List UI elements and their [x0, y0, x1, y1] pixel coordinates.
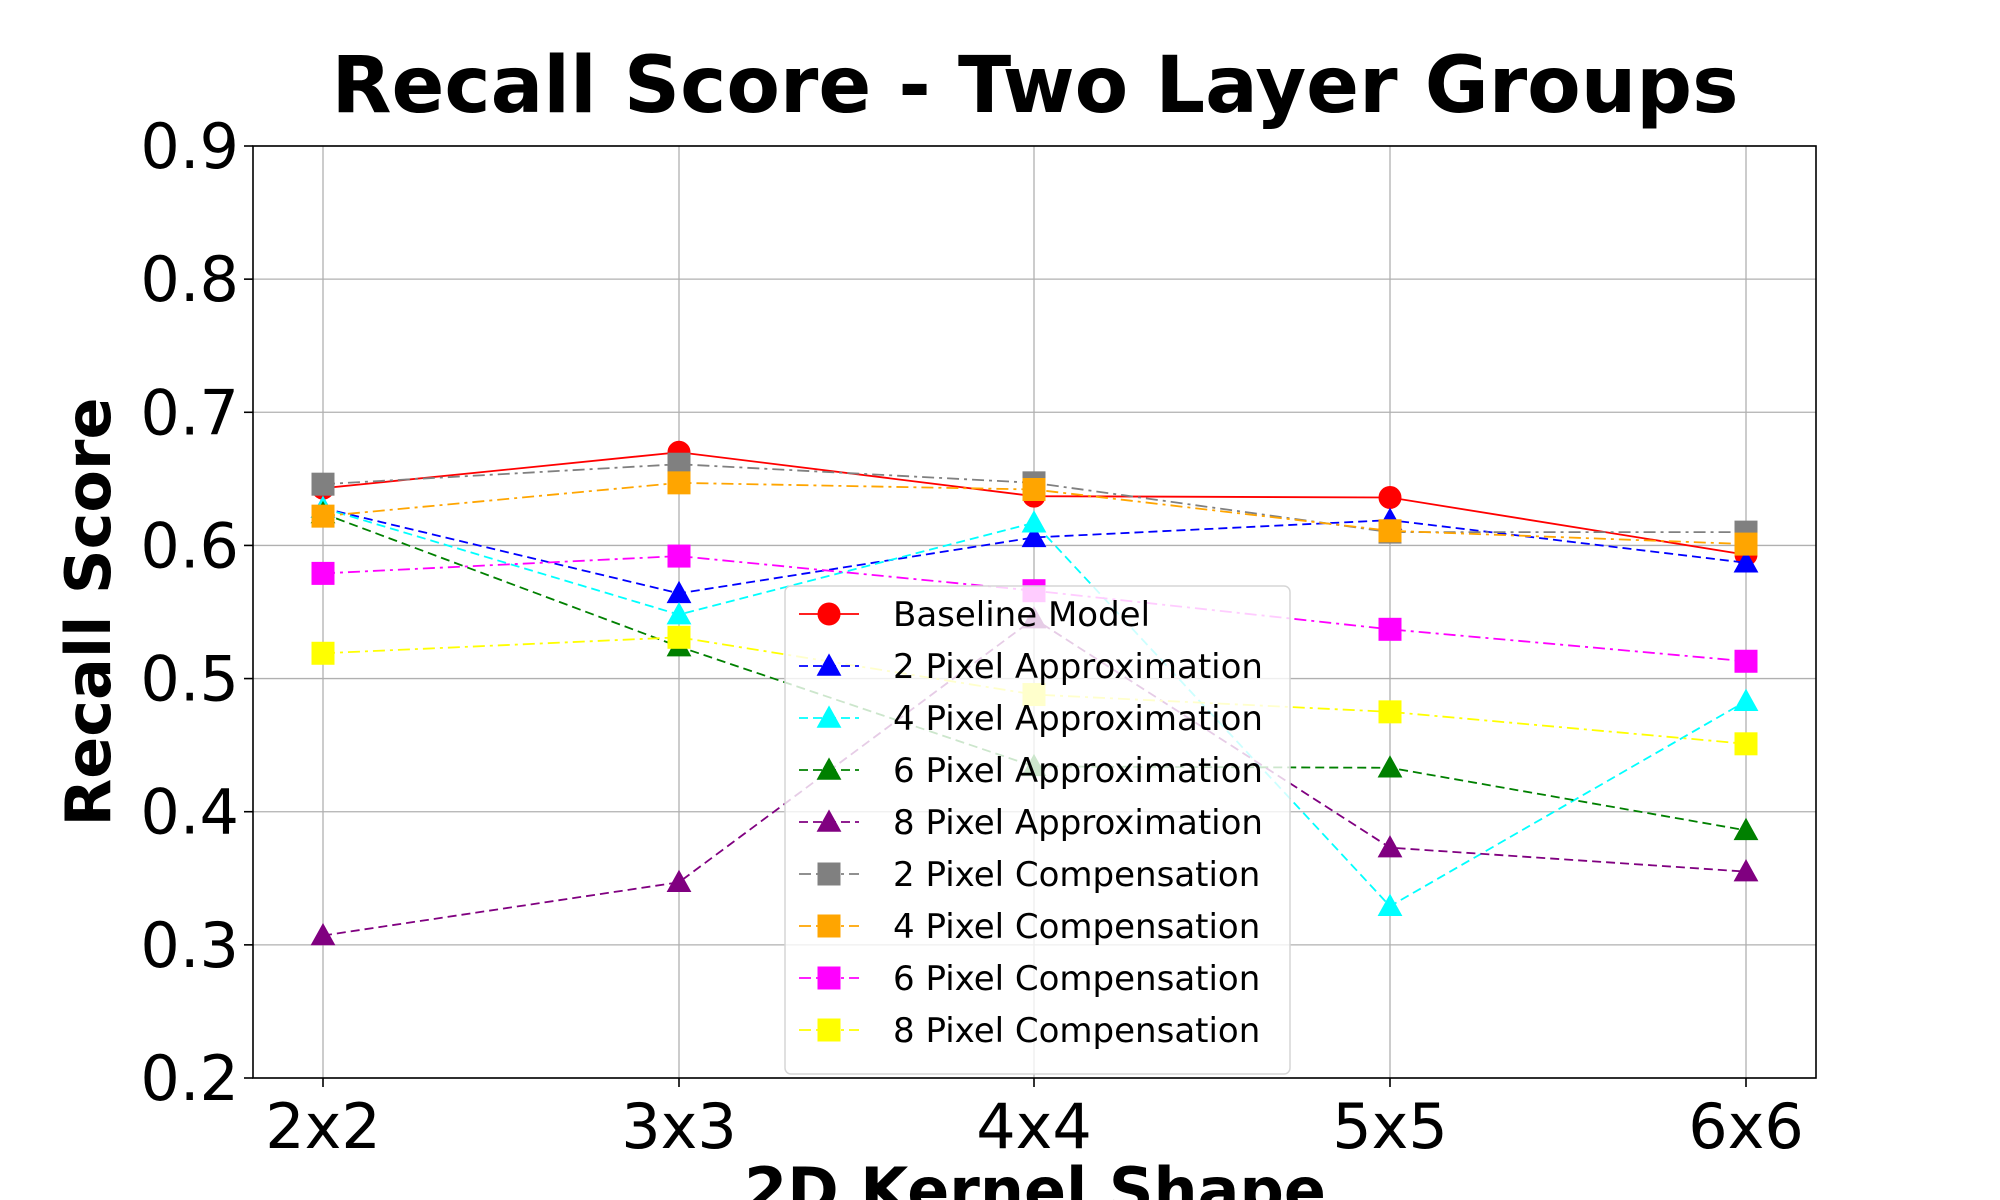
y-tick-label-2: 0.4 [140, 776, 239, 849]
legend-label-2: 4 Pixel Approximation [893, 699, 1263, 739]
legend-entry-6: 4 Pixel Compensation [799, 907, 1260, 947]
data-point-4-3 [1377, 835, 1403, 858]
data-point-1-2 [1021, 524, 1047, 548]
x-axis-label: 2D Kernel Shape [744, 1154, 1326, 1200]
data-point-6-1 [667, 471, 691, 495]
legend-marker-3 [816, 757, 842, 780]
y-tick-label-1: 0.3 [140, 909, 239, 982]
legend-entry-1: 2 Pixel Approximation [799, 647, 1263, 687]
data-point-6-0 [311, 504, 335, 528]
data-point-2-1 [666, 602, 692, 625]
legend-marker-2 [816, 705, 842, 728]
legend-marker-5 [817, 862, 841, 886]
data-point-8-1 [667, 625, 691, 649]
data-point-6-3 [1378, 519, 1402, 543]
y-axis-label: Recall Score [52, 397, 125, 826]
y-tick-label-5: 0.7 [140, 376, 239, 449]
legend-label-7: 6 Pixel Compensation [893, 959, 1260, 999]
legend-label-5: 2 Pixel Compensation [893, 855, 1260, 895]
legend-marker-7 [817, 966, 841, 990]
data-point-6-2 [1022, 478, 1046, 502]
legend-label-6: 4 Pixel Compensation [893, 907, 1260, 947]
data-point-4-1 [666, 869, 692, 893]
x-tick-label-2: 4x4 [976, 1090, 1092, 1163]
data-point-7-4 [1734, 649, 1758, 673]
data-point-6-4 [1734, 532, 1758, 556]
legend-entry-0: Baseline Model [799, 595, 1150, 635]
y-tick-label-4: 0.6 [140, 509, 239, 582]
legend-entry-3: 6 Pixel Approximation [799, 751, 1263, 791]
y-tick-label-6: 0.8 [140, 243, 239, 316]
legend-box [784, 585, 1291, 1075]
legend: Baseline Model 2 Pixel Approximation 4 Pix… [784, 585, 1291, 1075]
data-point-3-4 [1733, 817, 1759, 841]
x-tick-label-1: 3x3 [621, 1090, 737, 1163]
chart-title: Recall Score - Two Layer Groups [331, 41, 1738, 131]
data-point-2-4 [1733, 688, 1759, 711]
y-tick-label-7: 0.9 [140, 110, 239, 183]
data-point-8-4 [1734, 732, 1758, 756]
y-tick-label-0: 0.2 [140, 1042, 239, 1115]
data-point-7-3 [1378, 617, 1402, 641]
legend-label-0: Baseline Model [893, 595, 1150, 635]
legend-label-4: 8 Pixel Approximation [893, 803, 1263, 843]
legend-marker-6 [817, 914, 841, 938]
legend-label-3: 6 Pixel Approximation [893, 751, 1263, 791]
series-line-3 [322, 512, 1747, 832]
legend-entry-5: 2 Pixel Compensation [799, 855, 1260, 895]
legend-marker-4 [816, 809, 842, 832]
legend-marker-1 [816, 653, 842, 676]
legend-label-1: 2 Pixel Approximation [893, 647, 1263, 687]
x-tick-label-0: 2x2 [265, 1090, 381, 1163]
y-tick-label-3: 0.5 [140, 643, 239, 716]
data-point-0-3 [1378, 485, 1402, 509]
data-point-2-2 [1021, 510, 1047, 533]
legend-label-8: 8 Pixel Compensation [893, 1011, 1260, 1051]
legend-entry-2: 4 Pixel Approximation [799, 699, 1263, 739]
series-6 [311, 471, 1758, 556]
legend-entry-7: 6 Pixel Compensation [799, 959, 1260, 999]
axis-ticks: 0.2 0.3 0.4 0.5 0.6 0.7 0.8 0.9 2x2 3x3 4x4 5x5 6x6 [140, 110, 1803, 1163]
series-line-1 [322, 507, 1747, 595]
data-point-4-0 [310, 922, 336, 946]
data-point-1-4 [1733, 550, 1759, 573]
data-point-8-3 [1378, 700, 1402, 724]
data-point-4-4 [1733, 859, 1759, 882]
data-point-7-1 [667, 544, 691, 568]
data-point-7-0 [311, 561, 335, 585]
data-point-8-0 [311, 641, 335, 665]
x-tick-label-4: 6x6 [1688, 1090, 1804, 1163]
legend-marker-0 [817, 602, 841, 626]
legend-entry-8: 8 Pixel Compensation [799, 1011, 1260, 1051]
data-point-5-0 [311, 472, 335, 496]
legend-entry-4: 8 Pixel Approximation [799, 803, 1263, 843]
x-tick-label-3: 5x5 [1332, 1090, 1448, 1163]
data-point-2-3 [1377, 893, 1403, 916]
legend-marker-8 [817, 1018, 841, 1042]
data-point-3-3 [1377, 755, 1403, 778]
